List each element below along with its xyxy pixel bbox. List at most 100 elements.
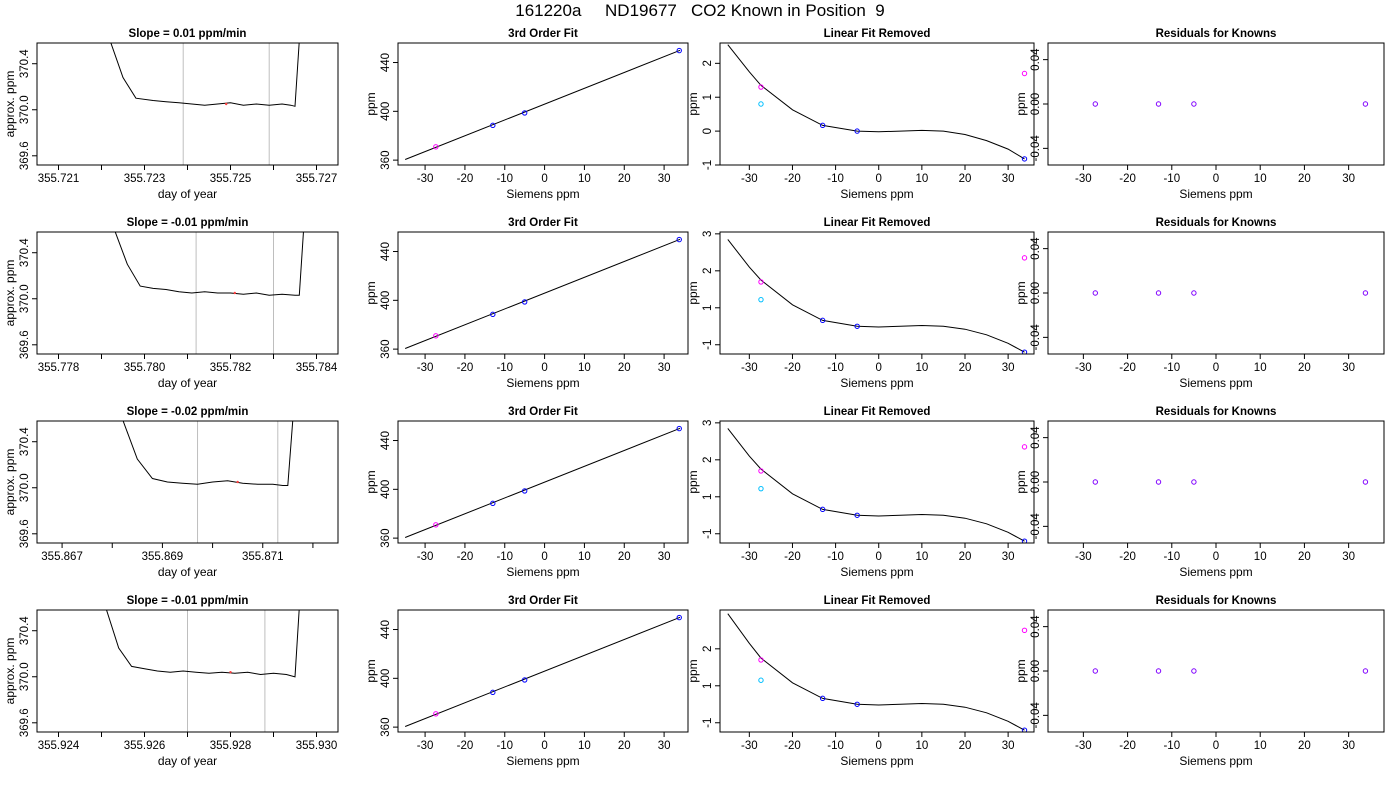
fit-line (404, 49, 681, 160)
x-tick-label: -20 (784, 173, 801, 185)
y-tick-label: 1 (702, 305, 714, 311)
y-tick-label: 2 (702, 457, 714, 463)
x-tick-label: 10 (915, 551, 928, 563)
data-point (676, 236, 682, 243)
x-tick-label: 355.869 (142, 551, 184, 563)
mean-marker (233, 291, 236, 295)
data-point (1021, 444, 1028, 450)
x-axis-label: Siemens ppm (506, 565, 579, 579)
fit-curve (727, 613, 1025, 731)
y-tick-label: 360 (380, 340, 392, 359)
y-tick-label: 1 (702, 683, 714, 689)
y-tick-label: 360 (380, 718, 392, 737)
y-tick-label: 369.6 (19, 708, 31, 737)
plot-area (1092, 101, 1369, 107)
plot-frame (36, 42, 339, 166)
x-tick-label: 0 (1213, 173, 1219, 185)
data-point (1155, 479, 1162, 485)
mean-marker (225, 102, 228, 106)
mean-marker (236, 480, 239, 484)
x-tick-label: -10 (1163, 173, 1180, 185)
x-tick-label: 0 (876, 551, 882, 563)
panel-title: Residuals for Knowns (1156, 28, 1277, 40)
y-tick-label: -0.04 (1030, 324, 1042, 351)
data-point (819, 506, 826, 513)
x-tick-label: 10 (1254, 173, 1267, 185)
x-tick-label: 10 (1254, 740, 1267, 752)
data-point (819, 122, 826, 129)
plot-frame (397, 420, 689, 544)
data-point (433, 711, 439, 717)
x-tick-label: 10 (1254, 362, 1267, 374)
x-tick-label: 20 (959, 362, 972, 374)
x-tick-label: 10 (915, 740, 928, 752)
plot-area (110, 43, 300, 165)
x-tick-label: -20 (457, 173, 474, 185)
x-tick-label: 10 (915, 173, 928, 185)
x-tick-label: 20 (618, 551, 631, 563)
x-tick-label: -10 (496, 173, 513, 185)
y-tick-label: 2 (702, 268, 714, 274)
x-axis-label: Siemens ppm (840, 754, 913, 768)
plot-frame (1047, 42, 1385, 166)
x-tick-label: -10 (1163, 362, 1180, 374)
y-tick-label: 1 (702, 94, 714, 100)
x-axis-label: Siemens ppm (840, 565, 913, 579)
mean-marker (229, 670, 232, 674)
y-tick-label: 369.6 (19, 519, 31, 548)
x-tick-label: -20 (784, 551, 801, 563)
x-axis-label: day of year (158, 376, 217, 390)
fit-curve (727, 239, 1025, 353)
x-tick-label: -30 (1075, 740, 1092, 752)
y-tick-label: -1 (702, 718, 714, 728)
x-tick-label: -30 (1075, 362, 1092, 374)
series-line (122, 421, 294, 486)
plot-frame (719, 42, 1035, 166)
x-tick-label: 30 (1002, 173, 1015, 185)
data-point (433, 144, 439, 150)
y-tick-label: 3 (702, 420, 714, 426)
y-tick-label: 370.4 (19, 49, 31, 78)
x-tick-label: -30 (417, 362, 434, 374)
plot-frame (719, 609, 1035, 733)
y-tick-label: 370.0 (19, 284, 31, 313)
data-point (1362, 479, 1369, 485)
x-tick-label: -10 (496, 551, 513, 563)
plot-frame (1047, 420, 1385, 544)
x-tick-label: 355.928 (210, 740, 252, 752)
x-tick-label: 30 (1002, 362, 1015, 374)
figure-title: 161220a ND19677 CO2 Known in Position 9 (515, 1, 885, 20)
y-tick-label: -0.04 (1030, 135, 1042, 162)
data-point (758, 296, 764, 303)
data-point (1092, 479, 1099, 485)
x-axis-label: Siemens ppm (506, 754, 579, 768)
plot-area (1092, 290, 1369, 296)
y-tick-label: 370.0 (19, 95, 31, 124)
y-tick-label: -1 (702, 340, 714, 350)
x-tick-label: 20 (1298, 740, 1311, 752)
data-point (676, 425, 682, 432)
plot-frame (36, 231, 339, 355)
x-tick-label: 0 (1213, 551, 1219, 563)
panel-r4-c3: Linear Fit Removed Siemens ppm ppm -30 -20 -1… (686, 595, 1035, 768)
y-axis-label: ppm (364, 92, 378, 115)
data-point (1092, 290, 1099, 296)
panel-r2-c2: 3rd Order Fit Siemens ppm ppm -30 -20 -10 0 10 2… (364, 217, 689, 390)
data-point (1191, 479, 1197, 485)
x-tick-label: 0 (876, 362, 882, 374)
x-tick-label: -30 (417, 740, 434, 752)
panel-title: 3rd Order Fit (508, 595, 578, 607)
panel-title: 3rd Order Fit (508, 28, 578, 40)
data-point (758, 657, 764, 663)
x-tick-label: 0 (541, 740, 547, 752)
x-axis-label: Siemens ppm (1179, 187, 1252, 201)
fit-line (404, 427, 681, 538)
x-tick-label: -30 (741, 362, 758, 374)
data-point (1021, 156, 1028, 162)
data-point (1362, 668, 1369, 674)
y-tick-label: 400 (380, 102, 392, 121)
y-tick-label: 440 (380, 620, 392, 639)
y-tick-label: 2 (702, 646, 714, 652)
y-axis-label: ppm (1014, 470, 1028, 493)
